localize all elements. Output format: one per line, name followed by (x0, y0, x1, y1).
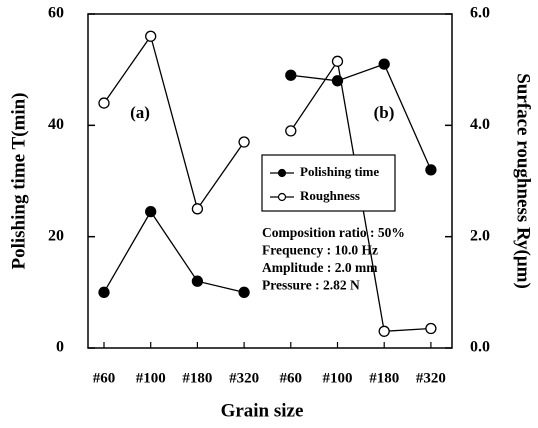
legend-marker (277, 168, 287, 178)
y2-tick-label: 6.0 (470, 5, 490, 22)
x-tick-label: #320 (229, 370, 259, 386)
y2-tick-label: 4.0 (470, 116, 490, 133)
y2-tick-label: 0.0 (470, 339, 490, 356)
y-tick-label: 40 (48, 116, 64, 133)
plot-frame (87, 13, 453, 349)
marker (378, 58, 390, 70)
x-tick-label: #60 (280, 370, 303, 386)
y-axis-label: Polishing time T(min) (8, 93, 29, 270)
marker (285, 69, 297, 81)
y2-axis-label: Surface roughness Ry(μm) (513, 73, 534, 289)
y-tick-label: 0 (56, 339, 64, 356)
x-tick-label: #60 (93, 370, 116, 386)
x-tick-label: #320 (416, 370, 446, 386)
x-tick-label: #180 (369, 370, 399, 386)
marker (285, 125, 297, 137)
marker (378, 325, 390, 337)
marker (145, 30, 157, 42)
y2-tick-label: 2.0 (470, 227, 490, 244)
annotation: Composition ratio : 50% (262, 225, 405, 240)
series-line (103, 210, 245, 293)
marker (191, 275, 204, 287)
legend-box (261, 154, 396, 212)
legend-marker (277, 192, 287, 202)
marker (98, 97, 110, 109)
x-axis-label: Grain size (221, 400, 304, 421)
annotation: Frequency : 10.0 Hz (262, 243, 378, 258)
panel-label: (b) (374, 103, 395, 122)
marker (331, 55, 344, 67)
legend-label: Polishing time (300, 164, 379, 179)
annotation: Pressure : 2.82 N (262, 278, 360, 293)
series-line (103, 34, 245, 211)
y-tick-label: 60 (48, 5, 64, 22)
marker (98, 286, 110, 298)
marker (238, 136, 250, 148)
marker (238, 286, 250, 298)
legend-label: Roughness (300, 188, 360, 203)
y-tick-label: 20 (48, 227, 64, 244)
x-tick-label: #100 (136, 370, 166, 386)
x-tick-label: #180 (182, 370, 212, 386)
panel-label: (a) (130, 103, 150, 122)
annotation: Amplitude : 2.0 mm (262, 260, 378, 275)
marker (145, 205, 157, 218)
marker (191, 203, 204, 215)
marker (425, 322, 437, 335)
marker (425, 164, 437, 176)
x-tick-label: #100 (323, 370, 353, 386)
series-line (290, 63, 432, 171)
